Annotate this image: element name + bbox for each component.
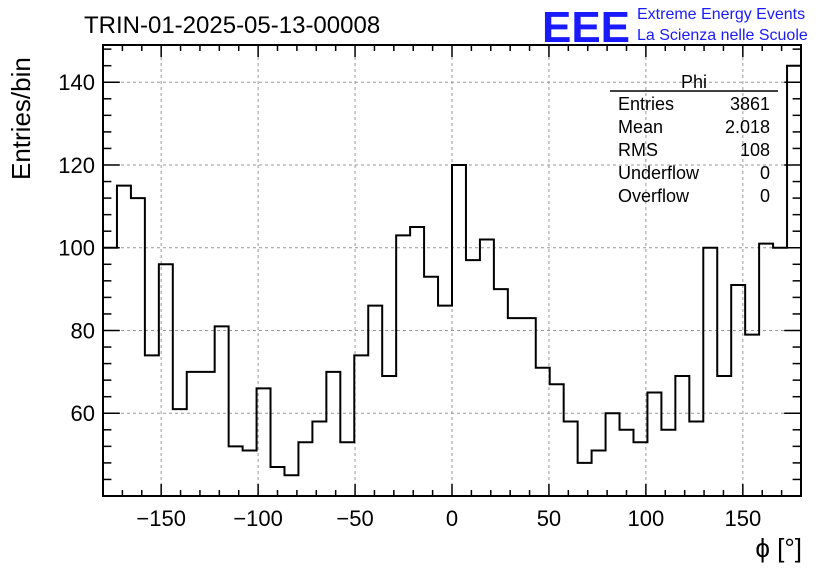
stats-label-underflow: Underflow [618,163,700,183]
stats-box: Phi Entries 3861 Mean 2.018 RMS 108 Unde… [610,72,778,206]
x-tick-label: 100 [628,506,665,531]
stats-label-mean: Mean [618,117,663,137]
y-tick-label: 120 [58,153,95,178]
x-tick-label: 50 [537,506,561,531]
eee-logo-mark: EEE [542,3,630,52]
stats-label-entries: Entries [618,94,674,114]
stats-value-overflow: 0 [760,186,770,206]
stats-label-rms: RMS [618,140,658,160]
stats-value-underflow: 0 [760,163,770,183]
axis-ticks [103,45,801,496]
chart-title: TRIN-01-2025-05-13-00008 [84,12,380,39]
histogram-line [103,64,801,477]
x-tick-label: −50 [336,506,373,531]
x-tick-label: −150 [136,506,186,531]
x-tick-label: 150 [724,506,761,531]
y-tick-label: 60 [71,401,95,426]
stats-value-mean: 2.018 [725,117,770,137]
stats-label-overflow: Overflow [618,186,690,206]
x-tick-label: −100 [233,506,283,531]
eee-logo-line2: La Scienza nelle Scuole [637,27,808,44]
tick-labels: −150 −100 −50 0 50 100 150 60 80 100 120 140 [58,70,761,531]
eee-logo: EEE Extreme Energy Events La Scienza nel… [542,3,808,52]
stats-box-name: Phi [681,72,707,92]
stats-value-rms: 108 [740,140,770,160]
y-tick-label: 80 [71,318,95,343]
y-axis-title: Entries/bin [6,57,36,180]
x-tick-label: 0 [446,506,458,531]
x-axis-title: ϕ [°] [755,533,802,563]
y-tick-label: 140 [58,70,95,95]
eee-logo-line1: Extreme Energy Events [637,6,805,23]
y-tick-label: 100 [58,236,95,261]
stats-value-entries: 3861 [730,94,770,114]
